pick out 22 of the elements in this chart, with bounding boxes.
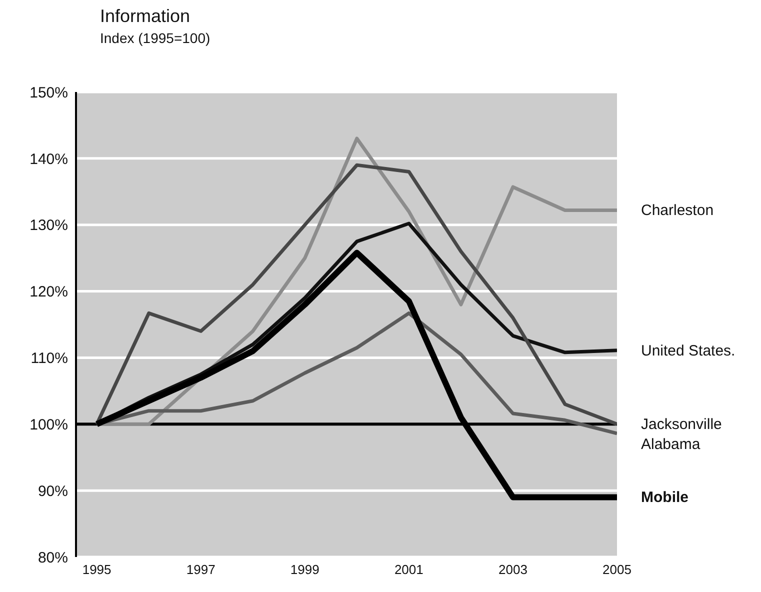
series-label: United States. bbox=[641, 342, 736, 360]
y-tick-label: 90% bbox=[38, 482, 68, 500]
series-label: Mobile bbox=[641, 489, 688, 506]
x-tick-label: 1999 bbox=[290, 562, 320, 578]
series-label: Charleston bbox=[641, 202, 714, 220]
y-tick-label: 110% bbox=[30, 350, 68, 368]
y-tick-label: 80% bbox=[38, 549, 68, 566]
y-tick-label: 100% bbox=[30, 416, 68, 434]
x-tick-label: 2001 bbox=[394, 562, 424, 578]
x-tick-label: 1997 bbox=[186, 562, 216, 578]
line-series bbox=[95, 311, 617, 436]
chart-title: Information bbox=[100, 6, 190, 27]
x-tick-label: 2003 bbox=[498, 562, 528, 578]
series-label: Jacksonville bbox=[641, 416, 722, 434]
x-tick-label: 2005 bbox=[602, 562, 632, 578]
y-tick-label: 140% bbox=[30, 150, 68, 168]
series-label: Alabama bbox=[641, 436, 701, 454]
y-tick-label: 120% bbox=[30, 284, 68, 301]
chart-subtitle: Index (1995=100) bbox=[100, 30, 210, 46]
y-tick-label: 150% bbox=[30, 84, 68, 102]
x-tick-label: 1995 bbox=[82, 562, 112, 578]
y-tick-label: 130% bbox=[30, 217, 68, 234]
